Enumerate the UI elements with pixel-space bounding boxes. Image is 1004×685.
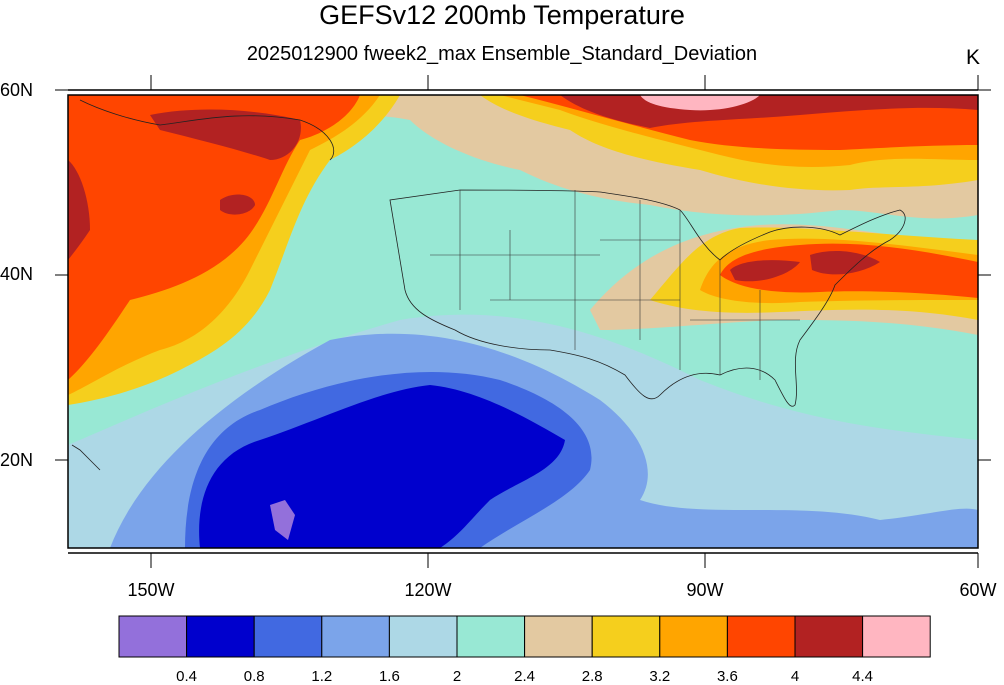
lon-label-90w: 90W <box>686 580 724 600</box>
contour-purple <box>270 500 295 540</box>
colorbar-tick-label: 2.4 <box>514 668 536 685</box>
lon-label-150w: 150W <box>127 580 175 600</box>
colorbar-swatch <box>794 615 864 658</box>
contour-dark-blue <box>199 385 565 548</box>
coastlines <box>71 99 906 471</box>
colorbar-swatch <box>456 615 526 658</box>
units-label: K <box>966 46 981 69</box>
colorbar-swatch <box>186 615 255 658</box>
colorbar-swatch <box>862 615 931 658</box>
contour-red-orange-west <box>68 95 360 380</box>
colorbar-tick-label: 2.8 <box>581 668 603 685</box>
contour-dark-red-pacific <box>220 194 255 215</box>
colorbar-tick-label: 3.2 <box>649 668 671 685</box>
colorbar-swatch <box>253 615 323 658</box>
colorbar-swatch <box>118 615 188 658</box>
colorbar-tick-label: 4.4 <box>852 668 874 685</box>
axis-ticks <box>55 75 991 568</box>
colorbar-swatch <box>591 615 661 658</box>
colorbar-swatch <box>659 615 728 658</box>
colorbar-tick-label: 1.6 <box>378 668 400 685</box>
lat-label-60n: 60N <box>0 80 34 100</box>
contour-dark-red-east <box>730 260 800 282</box>
contour-fill <box>68 95 978 548</box>
contour-dark-red-east2 <box>810 250 880 275</box>
lon-label-60w: 60W <box>959 580 997 600</box>
lat-label-40n: 40N <box>0 264 34 284</box>
colorbar-swatch <box>726 615 796 658</box>
colorbar-tick-label: 0.4 <box>176 668 198 685</box>
map-subtitle: 2025012900 fweek2_max Ensemble_Standard_… <box>246 43 758 65</box>
map-title: GEFSv12 200mb Temperature <box>319 0 685 30</box>
lon-label-120w: 120W <box>404 580 452 600</box>
colorbar-tick-label: 4 <box>790 668 800 685</box>
contour-dark-red-west-edge <box>68 160 90 260</box>
state-borders <box>430 190 800 380</box>
colorbar-swatch <box>388 615 458 658</box>
colorbar-tick-label: 3.6 <box>716 668 738 685</box>
colorbar-tick-label: 1.2 <box>311 668 333 685</box>
colorbar-tick-label: 2 <box>452 668 462 685</box>
contour-pink <box>640 95 760 111</box>
colorbar-swatch <box>524 615 593 658</box>
colorbar-swatch <box>321 615 390 658</box>
map-frame <box>67 94 979 549</box>
contour-dark-red-alaska <box>150 109 301 160</box>
colorbar-tick-label: 0.8 <box>243 668 265 685</box>
lat-label-20n: 20N <box>0 450 34 470</box>
